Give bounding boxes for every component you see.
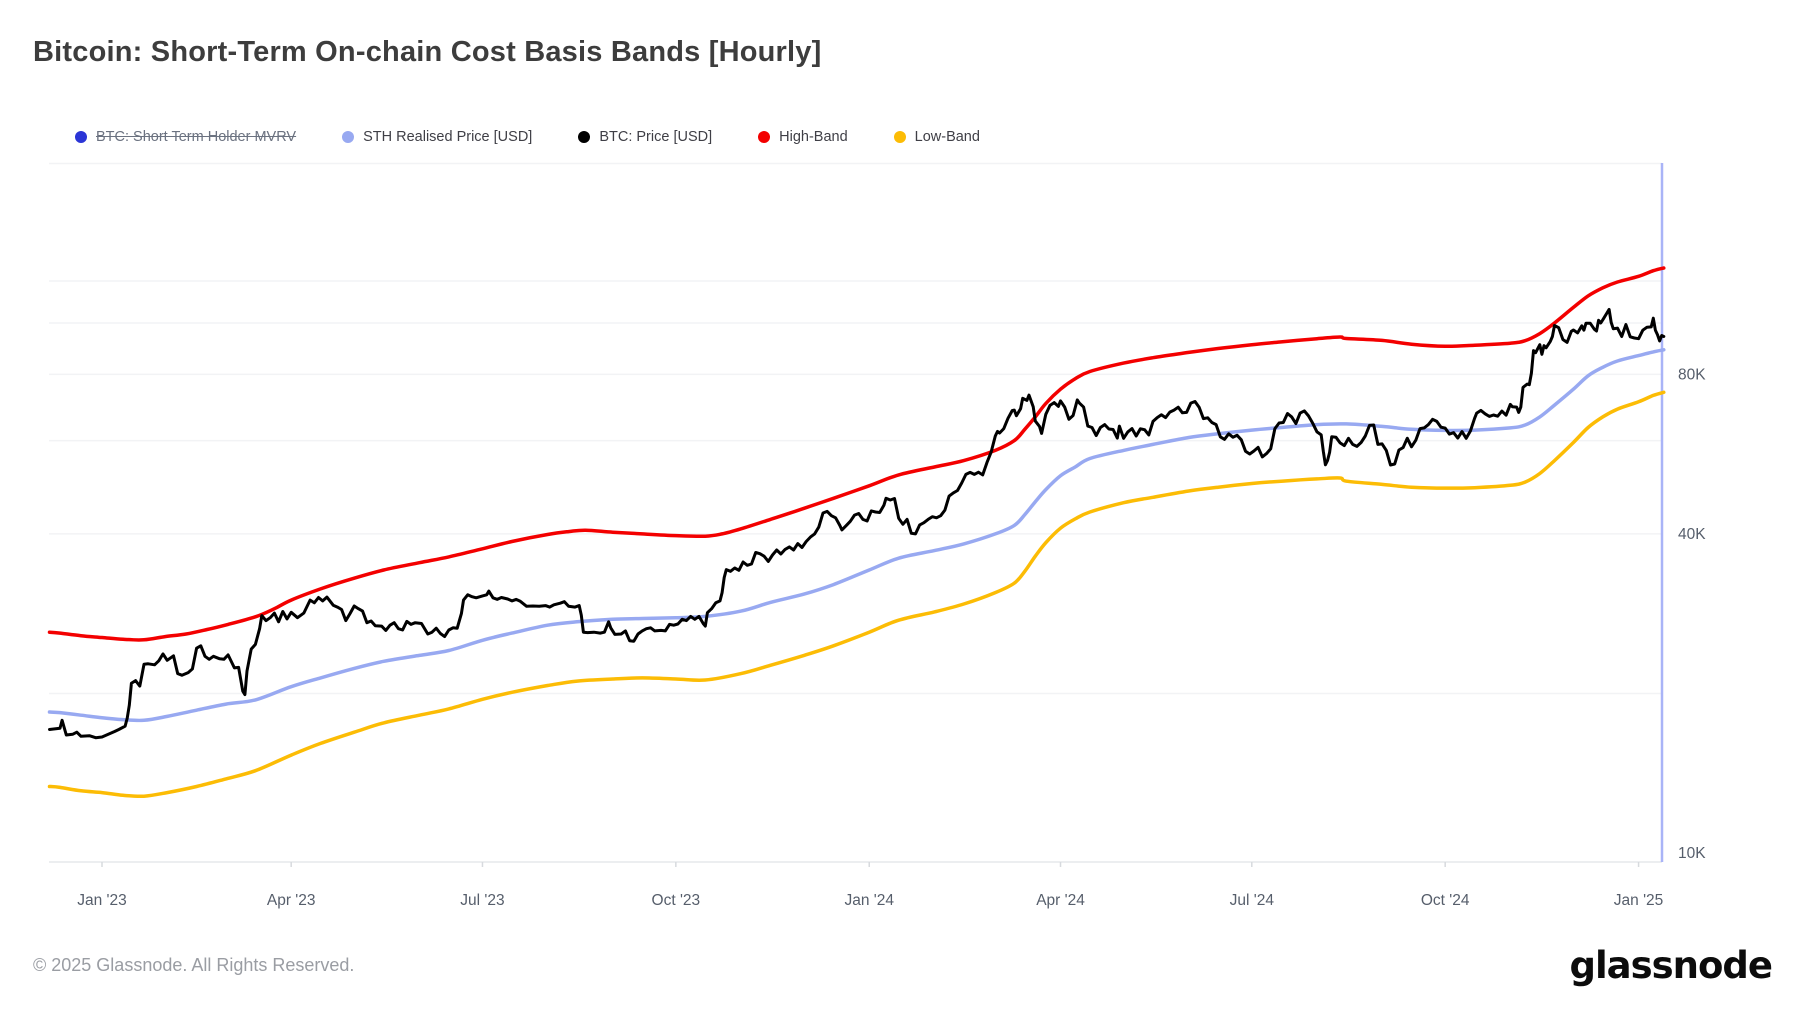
- copyright-text: © 2025 Glassnode. All Rights Reserved.: [33, 955, 355, 975]
- series-line-low-band: [47, 390, 1666, 799]
- legend-item-label: High-Band: [779, 129, 848, 145]
- x-tick-label: Jul '24: [1230, 892, 1275, 909]
- glassnode-logo: glassnode: [1569, 944, 1773, 987]
- page-title: Bitcoin: Short-Term On-chain Cost Basis …: [33, 36, 822, 68]
- legend-item-label: BTC: Price [USD]: [599, 129, 713, 145]
- legend-item-0[interactable]: BTC: Short Term Holder MVRV: [75, 129, 296, 145]
- legend-dot-icon: [342, 131, 355, 143]
- y-tick-label: 10K: [1678, 845, 1706, 862]
- legend-item-3[interactable]: High-Band: [758, 129, 848, 145]
- x-tick-label: Oct '23: [652, 892, 701, 909]
- x-tick-label: Jan '23: [77, 892, 127, 909]
- legend-item-1[interactable]: STH Realised Price [USD]: [342, 129, 532, 145]
- x-tick-label: Oct '24: [1421, 892, 1470, 909]
- series-line-high-band: [47, 266, 1666, 642]
- x-tick-label: Apr '24: [1036, 892, 1085, 909]
- y-tick-label: 80K: [1678, 366, 1706, 383]
- legend-item-label: BTC: Short Term Holder MVRV: [96, 129, 297, 145]
- legend-dot-icon: [75, 131, 87, 143]
- x-tick-label: Apr '23: [267, 892, 316, 909]
- x-tick-label: Jul '23: [460, 892, 504, 909]
- legend-item-label: Low-Band: [914, 129, 980, 145]
- x-tick-label: Jan '24: [844, 892, 894, 909]
- y-tick-label: 40K: [1678, 526, 1706, 543]
- x-tick-label: Jan '25: [1614, 892, 1664, 909]
- legend-dot-icon: [758, 131, 771, 143]
- legend-dot-icon: [893, 131, 906, 143]
- series-line-btc-price-usd: [48, 307, 1666, 740]
- legend: BTC: Short Term Holder MVRV STH Realised …: [75, 129, 980, 145]
- legend-dot-icon: [578, 131, 591, 143]
- legend-item-2[interactable]: BTC: Price [USD]: [578, 129, 712, 145]
- legend-item-4[interactable]: Low-Band: [893, 129, 980, 145]
- series-line-sth-realised-price-usd: [47, 348, 1666, 723]
- legend-item-label: STH Realised Price [USD]: [363, 129, 533, 145]
